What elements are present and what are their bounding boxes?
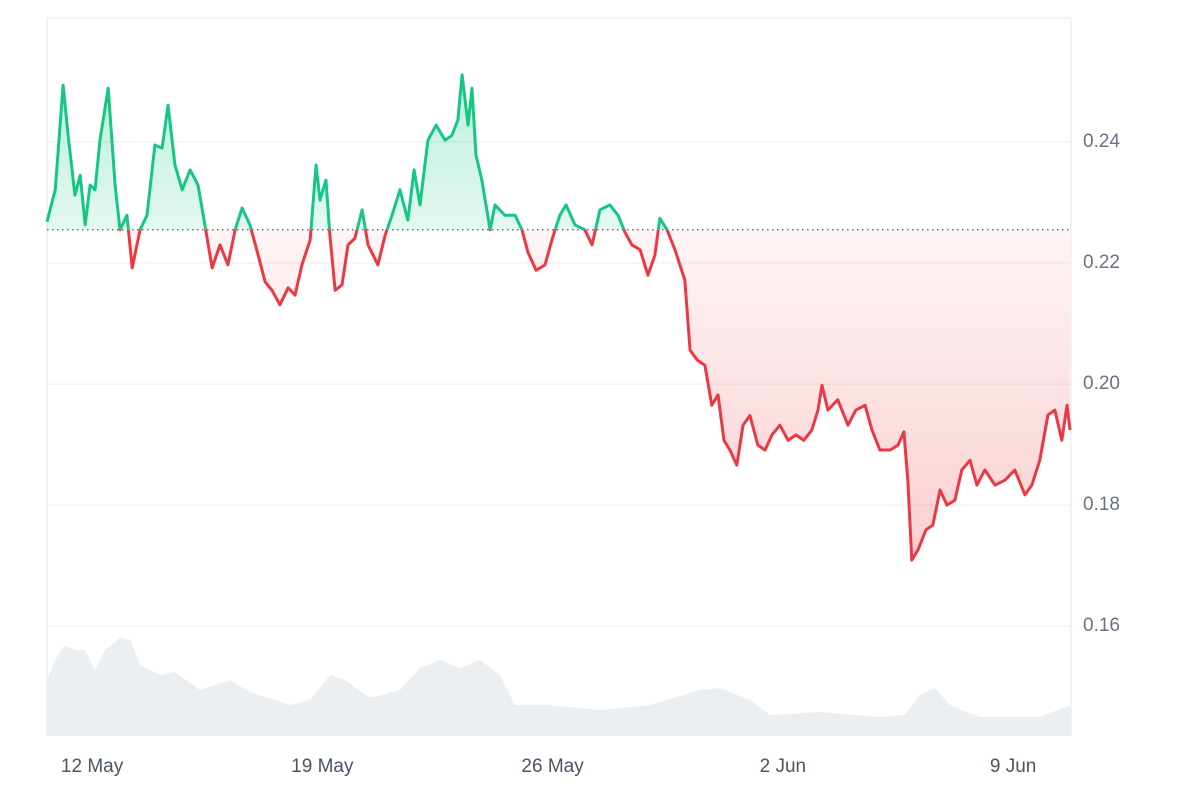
y-tick-label: 0.20 — [1083, 373, 1120, 394]
y-tick-label: 0.16 — [1083, 615, 1120, 636]
area-fill — [47, 74, 1071, 561]
x-tick-label: 2 Jun — [760, 756, 806, 777]
x-tick-label: 12 May — [61, 756, 124, 777]
y-tick-label: 0.22 — [1083, 252, 1120, 273]
y-tick-label: 0.24 — [1083, 131, 1120, 152]
price-line — [45, 73, 1072, 562]
x-tick-label: 9 Jun — [990, 756, 1036, 777]
y-tick-label: 0.18 — [1083, 494, 1120, 515]
volume-area — [47, 638, 1071, 735]
x-tick-label: 19 May — [291, 756, 354, 777]
x-tick-label: 26 May — [521, 756, 584, 777]
